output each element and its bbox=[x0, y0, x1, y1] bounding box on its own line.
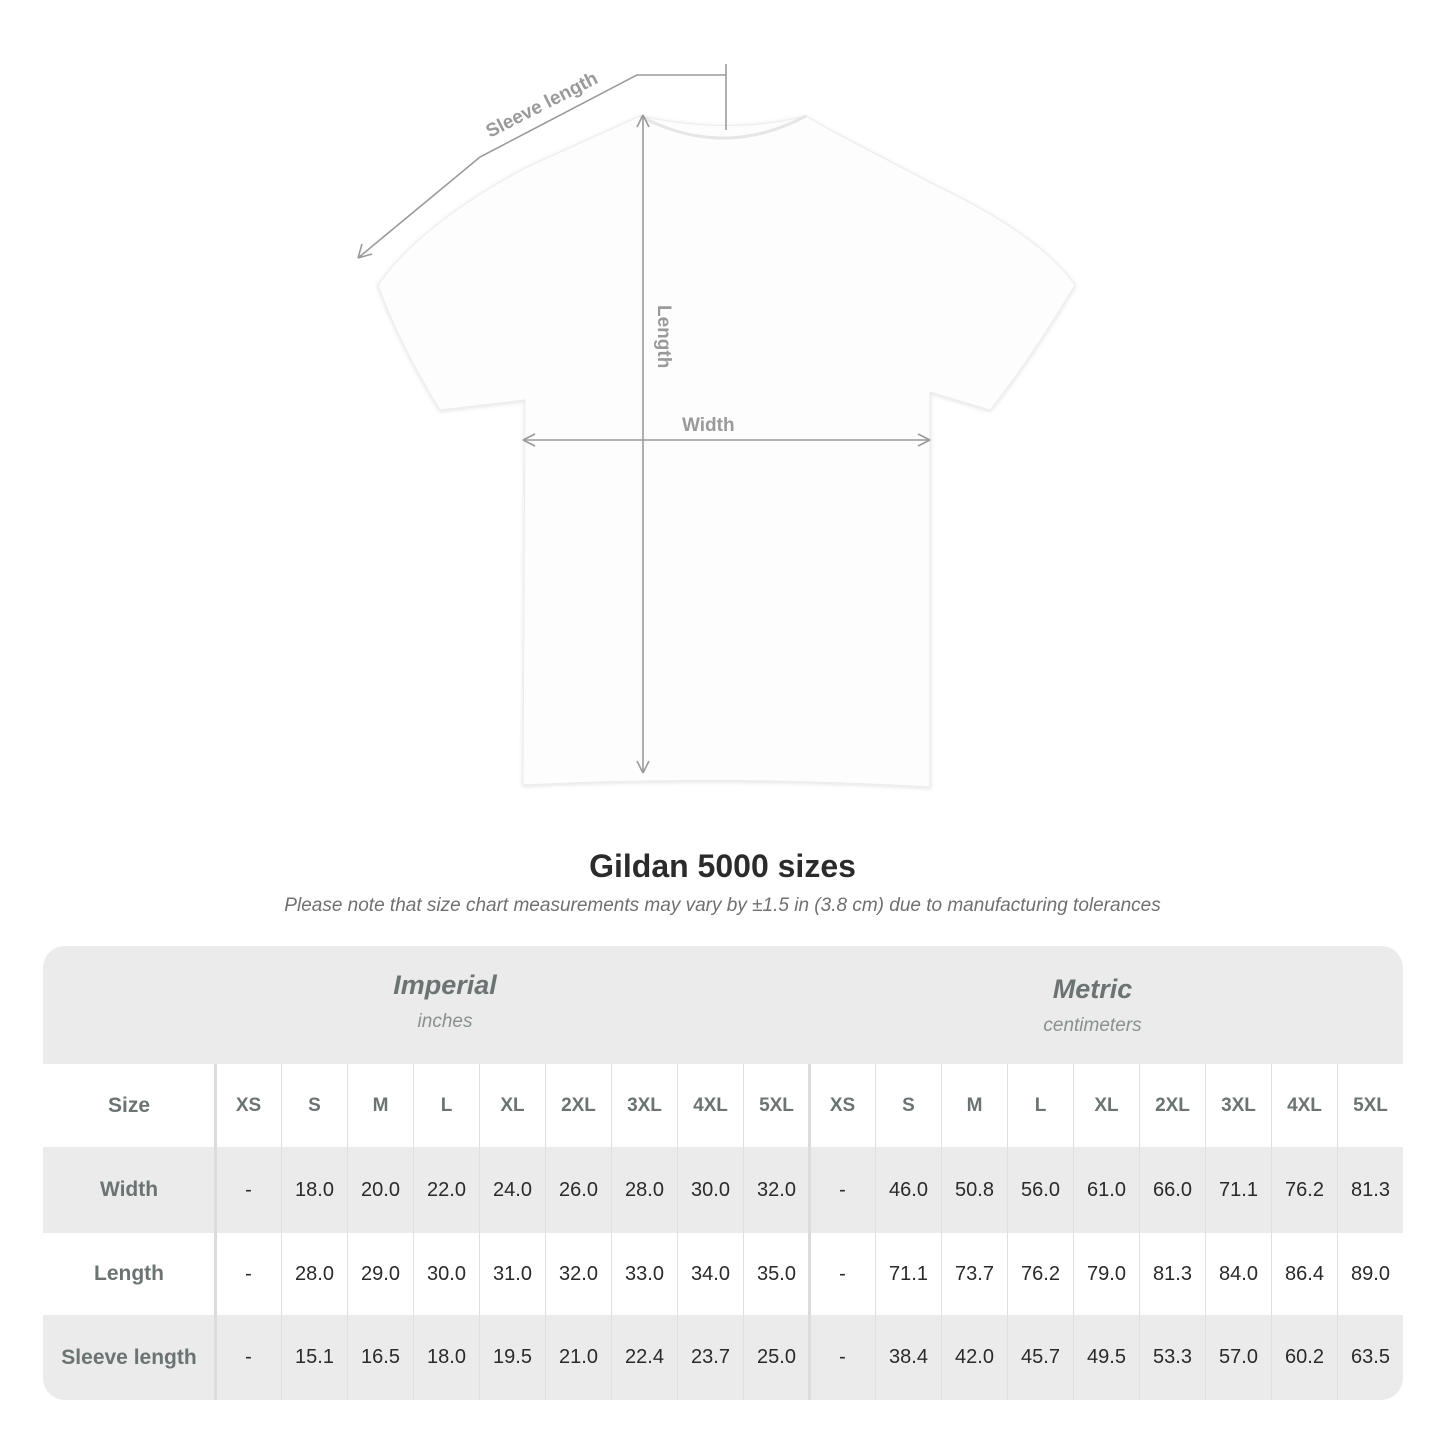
size-header-cell: XS bbox=[809, 1064, 875, 1147]
row-label: Width bbox=[99, 1178, 159, 1201]
table-cell: 46.0 bbox=[875, 1147, 941, 1233]
table-cell: 31.0 bbox=[479, 1233, 545, 1315]
width-label: Width bbox=[682, 415, 735, 436]
size-header-cell: M bbox=[941, 1064, 1007, 1147]
table-cell: 89.0 bbox=[1337, 1233, 1403, 1315]
size-header-cell: 5XL bbox=[743, 1064, 809, 1147]
table-cell: 66.0 bbox=[1139, 1147, 1205, 1233]
table-cell: - bbox=[215, 1147, 281, 1233]
imperial-unit: inches bbox=[417, 1011, 473, 1032]
table-cell: 30.0 bbox=[677, 1147, 743, 1233]
metric-header: Metric centimeters bbox=[810, 946, 1375, 1068]
size-header-cell: 4XL bbox=[1271, 1064, 1337, 1147]
table-cell: 56.0 bbox=[1007, 1147, 1073, 1233]
table-cell: 32.0 bbox=[545, 1233, 611, 1315]
table-cell: 63.5 bbox=[1337, 1315, 1403, 1400]
size-header-cell: 5XL bbox=[1337, 1064, 1403, 1147]
table-cell: 26.0 bbox=[545, 1147, 611, 1233]
tolerance-note: Please note that size chart measurements… bbox=[284, 895, 1161, 916]
table-row: Width -18.0 20.0 22.0 24.0 26.0 28.0 30.0 32.0-4… bbox=[43, 1147, 1403, 1233]
table-cell: - bbox=[809, 1147, 875, 1233]
size-label: Size bbox=[107, 1093, 151, 1117]
sleeve-measure-line bbox=[357, 74, 726, 259]
table-cell: 60.2 bbox=[1271, 1315, 1337, 1400]
table-cell: 24.0 bbox=[479, 1147, 545, 1233]
size-header-cell: L bbox=[1007, 1064, 1073, 1147]
size-header-cell: L bbox=[413, 1064, 479, 1147]
table-cell: 53.3 bbox=[1139, 1315, 1205, 1400]
table-cell: 45.7 bbox=[1007, 1315, 1073, 1400]
size-header-cell: XL bbox=[1073, 1064, 1139, 1147]
table-cell: 29.0 bbox=[347, 1233, 413, 1315]
table-cell: 20.0 bbox=[347, 1147, 413, 1233]
table-cell: 79.0 bbox=[1073, 1233, 1139, 1315]
divider bbox=[808, 1064, 811, 1400]
imperial-header: Imperial inches bbox=[215, 946, 675, 1064]
table-cell: 76.2 bbox=[1007, 1233, 1073, 1315]
size-header-cell: S bbox=[281, 1064, 347, 1147]
table-cell: - bbox=[809, 1233, 875, 1315]
table-cell: 71.1 bbox=[1205, 1147, 1271, 1233]
table-cell: 18.0 bbox=[281, 1147, 347, 1233]
table-cell: 16.5 bbox=[347, 1315, 413, 1400]
table-cell: 33.0 bbox=[611, 1233, 677, 1315]
size-header-cell: XS bbox=[215, 1064, 281, 1147]
table-cell: 25.0 bbox=[743, 1315, 809, 1400]
size-header-cell: 4XL bbox=[677, 1064, 743, 1147]
length-label: Length bbox=[653, 305, 674, 368]
table-cell: 38.4 bbox=[875, 1315, 941, 1400]
table-cell: 28.0 bbox=[281, 1233, 347, 1315]
table-cell: 84.0 bbox=[1205, 1233, 1271, 1315]
table-cell: 34.0 bbox=[677, 1233, 743, 1315]
table-cell: 86.4 bbox=[1271, 1233, 1337, 1315]
table-cell: 76.2 bbox=[1271, 1147, 1337, 1233]
table-cell: 71.1 bbox=[875, 1233, 941, 1315]
table-cell: 50.8 bbox=[941, 1147, 1007, 1233]
table-cell: - bbox=[215, 1315, 281, 1400]
size-header-cell: 3XL bbox=[611, 1064, 677, 1147]
table-cell: 15.1 bbox=[281, 1315, 347, 1400]
table-cell: 35.0 bbox=[743, 1233, 809, 1315]
sleeve-label: Sleeve length bbox=[483, 68, 602, 142]
size-header-cell: XL bbox=[479, 1064, 545, 1147]
metric-unit: centimeters bbox=[1043, 1015, 1142, 1036]
table-cell: - bbox=[809, 1315, 875, 1400]
table-cell: 22.4 bbox=[611, 1315, 677, 1400]
tshirt-shape bbox=[377, 115, 1076, 788]
table-cell: 22.0 bbox=[413, 1147, 479, 1233]
table-row: Sleeve length -15.1 16.5 18.0 19.5 21.0 22.4 23… bbox=[43, 1315, 1403, 1400]
page-title: Gildan 5000 sizes bbox=[589, 848, 856, 884]
table-cell: 42.0 bbox=[941, 1315, 1007, 1400]
table-cell: - bbox=[215, 1233, 281, 1315]
table-cell: 23.7 bbox=[677, 1315, 743, 1400]
table-cell: 57.0 bbox=[1205, 1315, 1271, 1400]
size-header-cell: 2XL bbox=[545, 1064, 611, 1147]
table-cell: 49.5 bbox=[1073, 1315, 1139, 1400]
divider bbox=[214, 1064, 217, 1400]
row-label: Sleeve length bbox=[61, 1345, 197, 1369]
size-header-cell: M bbox=[347, 1064, 413, 1147]
size-header-cell: 2XL bbox=[1139, 1064, 1205, 1147]
table-cell: 19.5 bbox=[479, 1315, 545, 1400]
tshirt-diagram: Sleeve length Length Width bbox=[357, 64, 1076, 788]
table-cell: 73.7 bbox=[941, 1233, 1007, 1315]
table-cell: 32.0 bbox=[743, 1147, 809, 1233]
size-header-cell: 3XL bbox=[1205, 1064, 1271, 1147]
imperial-title: Imperial bbox=[393, 970, 497, 1000]
metric-title: Metric bbox=[1052, 974, 1133, 1004]
row-label: Length bbox=[94, 1262, 164, 1285]
table-cell: 81.3 bbox=[1337, 1147, 1403, 1233]
table-row: Length -28.0 29.0 30.0 31.0 32.0 33.0 34.0 35.0-… bbox=[43, 1233, 1403, 1315]
size-table: Imperial inches Metric centimeters Size … bbox=[43, 946, 1403, 1400]
size-header-row: Size XS S M L XL 2XL 3XL 4XL 5XL XS S M L XL 2XL 3XL 4XL… bbox=[43, 1064, 1403, 1147]
table-cell: 61.0 bbox=[1073, 1147, 1139, 1233]
table-cell: 18.0 bbox=[413, 1315, 479, 1400]
size-header-cell: S bbox=[875, 1064, 941, 1147]
table-cell: 21.0 bbox=[545, 1315, 611, 1400]
table-cell: 30.0 bbox=[413, 1233, 479, 1315]
table-cell: 81.3 bbox=[1139, 1233, 1205, 1315]
table-cell: 28.0 bbox=[611, 1147, 677, 1233]
